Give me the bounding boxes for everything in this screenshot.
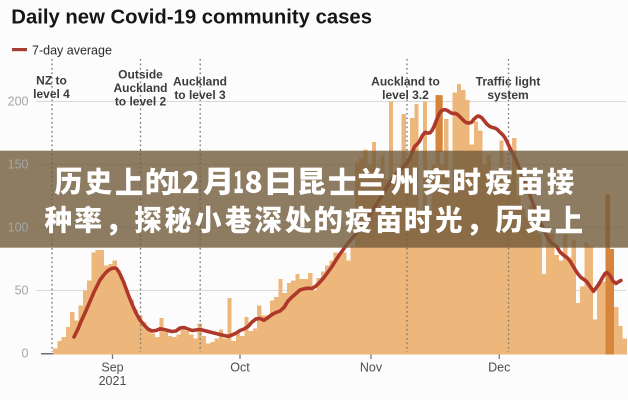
svg-text:50: 50: [15, 284, 29, 298]
svg-text:Sep: Sep: [101, 361, 123, 375]
svg-text:system: system: [487, 88, 528, 102]
svg-text:Auckland: Auckland: [173, 75, 227, 89]
svg-text:to level 2: to level 2: [115, 95, 167, 109]
svg-text:150: 150: [8, 158, 29, 172]
svg-text:2021: 2021: [99, 374, 127, 388]
svg-text:0: 0: [22, 347, 29, 361]
svg-text:100: 100: [8, 221, 29, 235]
svg-text:Outside: Outside: [118, 68, 163, 82]
svg-text:to level 3: to level 3: [174, 88, 226, 102]
svg-text:Daily new Covid-19 community c: Daily new Covid-19 community cases: [11, 7, 372, 29]
svg-text:200: 200: [8, 95, 29, 109]
svg-text:Dec: Dec: [488, 361, 510, 375]
svg-text:level 3.2: level 3.2: [382, 88, 429, 102]
svg-text:Nov: Nov: [360, 361, 383, 375]
svg-text:Auckland to: Auckland to: [371, 75, 440, 89]
svg-text:Auckland: Auckland: [113, 81, 167, 95]
svg-text:Oct: Oct: [230, 361, 250, 375]
svg-text:level 4: level 4: [33, 87, 70, 101]
svg-text:Traffic light: Traffic light: [476, 75, 541, 89]
svg-text:NZ to: NZ to: [36, 74, 67, 88]
svg-text:7-day average: 7-day average: [32, 44, 112, 58]
